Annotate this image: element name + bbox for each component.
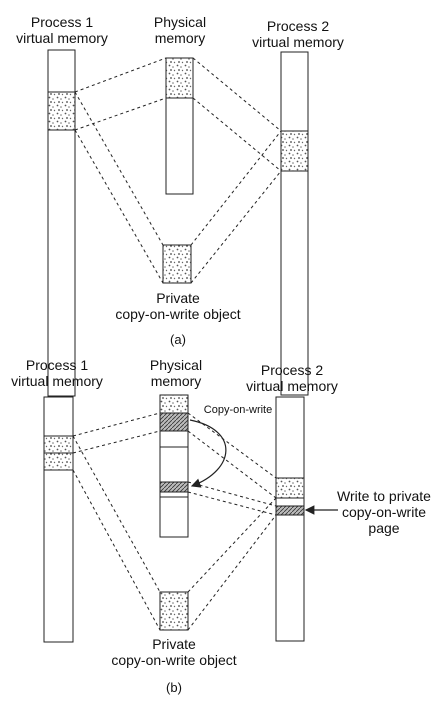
a-process2-label: Process 2 virtual memory — [252, 18, 344, 50]
b-process1-page-upper — [43, 435, 74, 454]
b-process1-page-lower — [43, 452, 74, 471]
a-private-object-page — [162, 244, 192, 284]
b-private-object-page — [159, 591, 189, 631]
a-physical-label: Physical memory — [153, 14, 207, 46]
b-caption: (b) — [166, 680, 182, 695]
copy-on-write-label: Copy-on-write — [203, 404, 273, 416]
panel-a — [47, 49, 309, 397]
a-process1-shared-page — [47, 91, 76, 131]
b-process1-column — [43, 396, 74, 643]
a-caption: (a) — [170, 332, 186, 347]
b-process2-page-upper — [275, 477, 305, 499]
b-process2-column — [275, 396, 305, 642]
b-process2-written-page — [275, 505, 305, 516]
panel-b — [43, 394, 338, 643]
b-physical-page-lower — [159, 412, 189, 432]
b-private-object-label: Private copy-on-write object — [111, 636, 237, 668]
b-physical-label: Physical memory — [149, 357, 203, 389]
b-process1-label: Process 1 virtual memory — [11, 357, 103, 389]
b-process2-label: Process 2 virtual memory — [246, 362, 338, 394]
a-process1-label: Process 1 virtual memory — [16, 14, 108, 46]
b-physical-copied-page — [159, 481, 189, 493]
a-process2-column — [280, 51, 309, 396]
copy-on-write-arrow — [189, 419, 227, 488]
a-private-object-label: Private copy-on-write object — [115, 290, 241, 322]
a-process2-shared-page — [280, 130, 309, 172]
a-physical-page — [165, 57, 194, 99]
write-note-label: Write to private copy-on-write page — [337, 488, 431, 536]
b-physical-page-upper — [159, 394, 189, 414]
a-process1-column — [47, 49, 76, 397]
a-mapping-lines — [74, 57, 282, 284]
